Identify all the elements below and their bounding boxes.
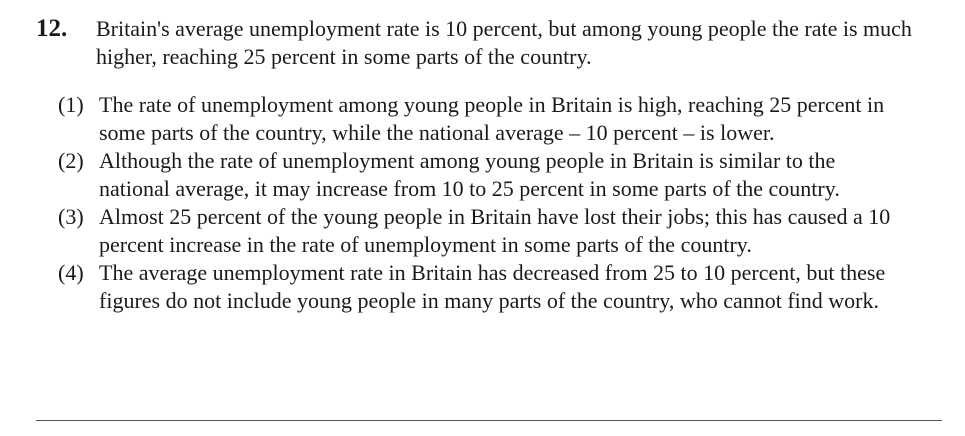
option-label: (1) bbox=[58, 92, 84, 117]
answer-options: (1) The rate of unemployment among young… bbox=[58, 91, 908, 315]
section-divider bbox=[36, 420, 942, 421]
option-label: (2) bbox=[58, 148, 84, 173]
option-label: (3) bbox=[58, 204, 84, 229]
answer-option-1[interactable]: (1) The rate of unemployment among young… bbox=[58, 91, 908, 147]
question-number: 12. bbox=[36, 15, 68, 42]
option-label: (4) bbox=[58, 260, 84, 285]
option-text: The average unemployment rate in Britain… bbox=[99, 260, 886, 313]
answer-option-4[interactable]: (4) The average unemployment rate in Bri… bbox=[58, 259, 908, 315]
question-stem: Britain's average unemployment rate is 1… bbox=[96, 16, 912, 69]
answer-option-2[interactable]: (2) Although the rate of unemployment am… bbox=[58, 147, 908, 203]
answer-option-3[interactable]: (3) Almost 25 percent of the young peopl… bbox=[58, 203, 908, 259]
option-text: Although the rate of unemployment among … bbox=[99, 148, 840, 201]
option-text: The rate of unemployment among young peo… bbox=[99, 92, 885, 145]
option-text: Almost 25 percent of the young people in… bbox=[99, 204, 891, 257]
